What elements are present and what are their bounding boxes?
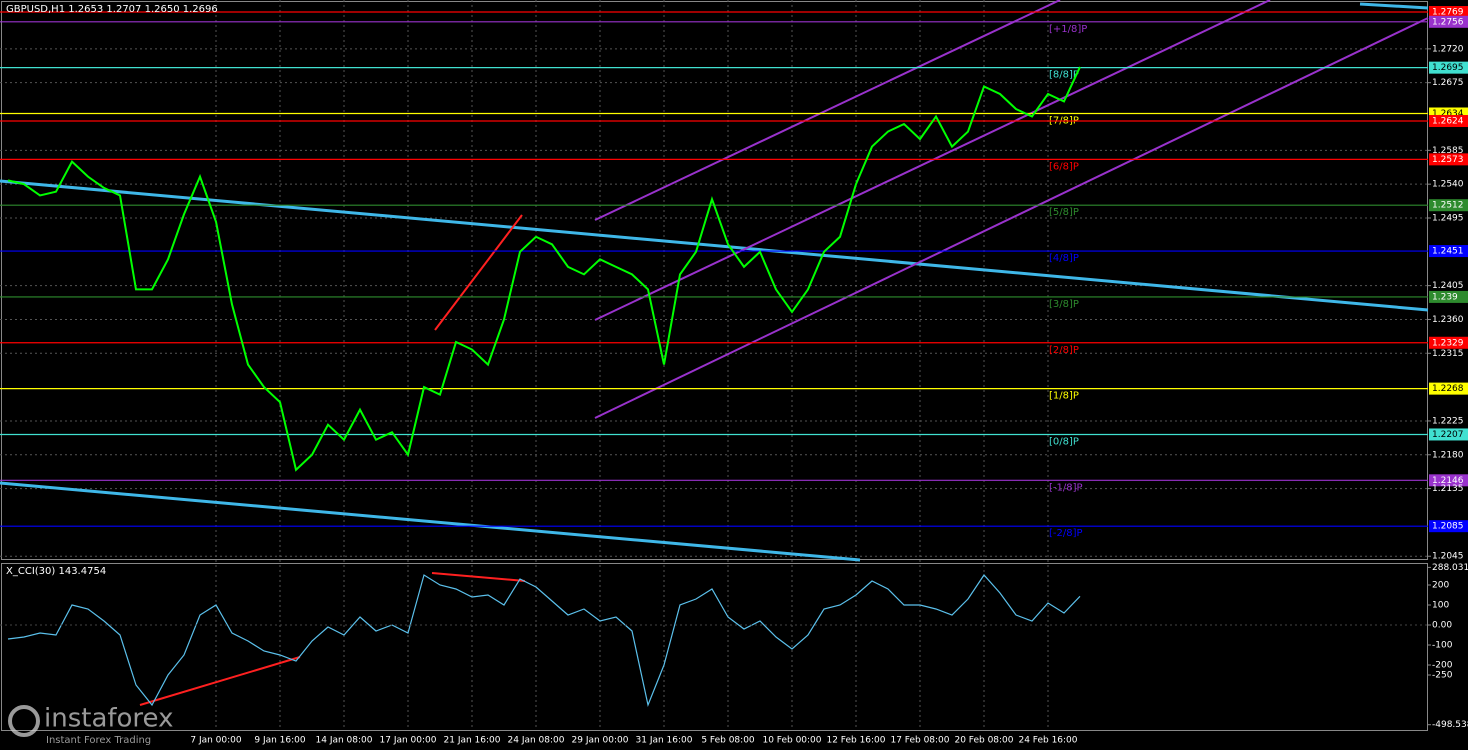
x-tick-label: 10 Feb 00:00: [762, 736, 821, 746]
level-tag: [5/8]P: [1049, 207, 1079, 218]
y-tick-label: 1.2675: [1432, 78, 1464, 88]
x-tick-label: 12 Feb 16:00: [826, 736, 885, 746]
x-tick-label: 29 Jan 00:00: [572, 736, 629, 746]
x-tick-label: 21 Jan 16:00: [444, 736, 501, 746]
indicator-title: X_CCI(30) 143.4754: [6, 566, 106, 577]
x-tick-label: 7 Jan 00:00: [190, 736, 242, 746]
watermark: instaforex Instant Forex Trading: [8, 704, 173, 746]
price-line: [7, 66, 1081, 472]
level-tag: [8/8]P: [1049, 70, 1079, 81]
slogan: Instant Forex Trading: [46, 735, 151, 746]
level-value: 1.2085: [1432, 522, 1464, 532]
x-tick-label: 5 Feb 08:00: [701, 736, 755, 746]
divergence-line: [434, 214, 523, 331]
price-box: [1429, 428, 1468, 441]
level-value: 1.2268: [1432, 384, 1464, 394]
levels-layer: 1.27691.2756[+1/8]P1.2695[8/8]P1.2634[7/…: [0, 6, 1468, 539]
price-box: [1429, 245, 1468, 258]
level-tag: [3/8]P: [1049, 299, 1079, 310]
trend-line: [1359, 2, 1429, 10]
cci-panel-frame: [1, 563, 1428, 731]
level-value: 1.2451: [1432, 247, 1464, 257]
logo: [8, 705, 40, 737]
x-tick-label: 17 Jan 00:00: [380, 736, 437, 746]
channel-line: [594, 0, 1061, 221]
level-tag: [2/8]P: [1049, 345, 1079, 356]
price-panel-frame: [1, 1, 1428, 560]
y-tick-label: 1.2495: [1432, 213, 1464, 223]
y-tick-label: 1.2315: [1432, 349, 1464, 359]
level-tag: [6/8]P: [1049, 161, 1079, 172]
y-tick-label: 200: [1432, 581, 1449, 591]
level-value: 1.2634: [1432, 109, 1464, 119]
level-value: 1.2146: [1432, 476, 1464, 486]
price-box: [1429, 199, 1468, 212]
level-tag: [4/8]P: [1049, 253, 1079, 264]
price-box: [1429, 474, 1468, 487]
y-tick-label: 1.2225: [1432, 416, 1464, 426]
price-box: [1429, 15, 1468, 28]
x-tick-label: 24 Jan 08:00: [508, 736, 565, 746]
level-value: 1.2624: [1432, 117, 1464, 127]
price-box: [1429, 336, 1468, 349]
level-value: 1.2756: [1432, 17, 1464, 27]
y-tick-label: 1.2180: [1432, 450, 1464, 460]
price-box: [1429, 61, 1468, 74]
x-tick-label: 14 Jan 08:00: [316, 736, 373, 746]
y-tick-label: 0.00: [1432, 621, 1452, 631]
y-tick-label: -498.538: [1432, 720, 1468, 730]
grid-layer: [0, 0, 1428, 730]
y-tick-label: 1.2405: [1432, 281, 1464, 291]
level-tag: [1/8]P: [1049, 391, 1079, 402]
x-tick-label: 9 Jan 16:00: [254, 736, 306, 746]
chart-title: GBPUSD,H1 1.2653 1.2707 1.2650 1.2696: [6, 4, 218, 15]
divergence-line: [139, 656, 301, 706]
brand: instaforex: [44, 704, 173, 734]
y-tick-label: -100: [1432, 641, 1453, 651]
y-tick-label: 288.0311: [1432, 563, 1468, 573]
price-box: [1429, 382, 1468, 395]
price-box: [1429, 153, 1468, 166]
level-value: 1.2512: [1432, 201, 1464, 211]
plot-layer: [7, 66, 1081, 708]
level-value: 1.2329: [1432, 338, 1464, 348]
level-value: 1.2695: [1432, 63, 1464, 73]
y-tick-label: 1.2045: [1432, 552, 1464, 562]
y-tick-label: -250: [1432, 671, 1453, 681]
y-tick-label: 100: [1432, 601, 1449, 611]
x-tick-label: 31 Jan 16:00: [636, 736, 693, 746]
y-tick-label: 1.2360: [1432, 315, 1464, 325]
channel-line: [594, 17, 1429, 419]
y-tick-label: 1.2540: [1432, 180, 1464, 190]
price-box: [1429, 115, 1468, 128]
level-value: 1.2769: [1432, 8, 1464, 18]
level-value: 1.239: [1432, 292, 1458, 302]
level-tag: [-1/8]P: [1049, 482, 1083, 493]
x-tick-label: 17 Feb 08:00: [890, 736, 949, 746]
price-box: [1429, 290, 1468, 303]
price-box: [1429, 6, 1468, 19]
y-tick-label: -200: [1432, 661, 1453, 671]
channel-line: [594, 0, 1271, 321]
y-tick-label: 1.2720: [1432, 44, 1464, 54]
divergence-line: [431, 572, 526, 582]
x-tick-label: 20 Feb 08:00: [954, 736, 1013, 746]
cci-line: [7, 574, 1081, 708]
trend-line: [0, 179, 1429, 312]
trend-line: [0, 481, 861, 562]
x-tick-label: 24 Feb 16:00: [1018, 736, 1077, 746]
level-tag: [+1/8]P: [1049, 24, 1087, 35]
y-tick-label: 1.2135: [1432, 484, 1464, 494]
y-tick-label: 1.2585: [1432, 146, 1464, 156]
level-tag: [0/8]P: [1049, 436, 1079, 447]
level-value: 1.2207: [1432, 430, 1464, 440]
level-value: 1.2573: [1432, 155, 1464, 165]
price-box: [1429, 520, 1468, 533]
level-tag: [-2/8]P: [1049, 528, 1083, 539]
